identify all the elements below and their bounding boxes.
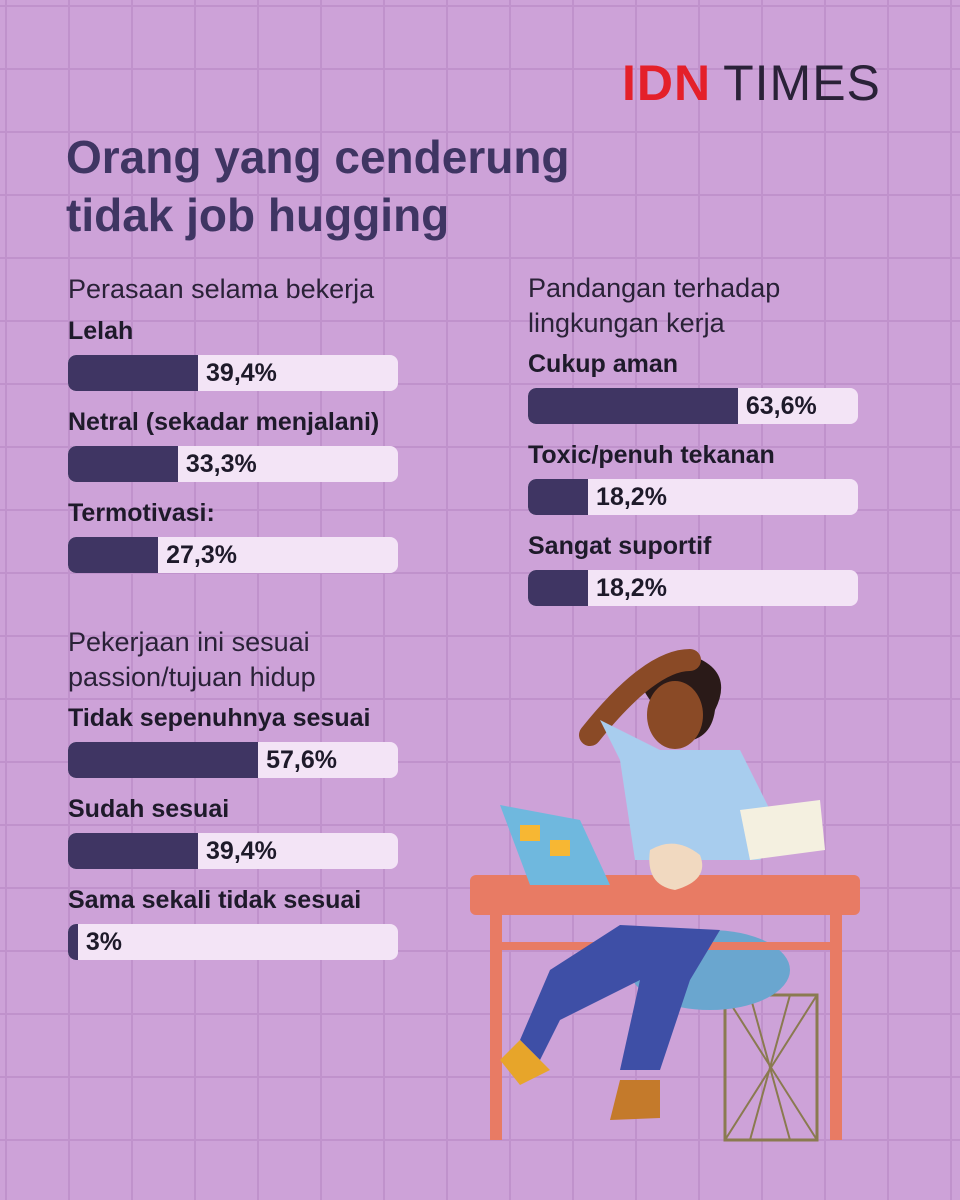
- bar: [68, 537, 159, 573]
- chart-title: Pandangan terhadap lingkungan kerja: [528, 273, 781, 338]
- value-label: 39,4%: [206, 837, 277, 865]
- chart-title: Pekerjaan ini sesuai passion/tujuan hidu…: [68, 627, 316, 692]
- category-label: Sudah sesuai: [68, 795, 230, 823]
- category-label: Toxic/penuh tekanan: [528, 441, 775, 469]
- bar-track: 39,4%: [68, 833, 398, 869]
- bar-track: 18,2%: [528, 570, 858, 606]
- bar: [68, 446, 178, 482]
- category-label: Cukup aman: [528, 350, 679, 378]
- category-label: Sangat suportif: [528, 532, 712, 560]
- value-label: 33,3%: [185, 450, 257, 478]
- brand-dark: TIMES: [723, 55, 881, 111]
- chart-title: Perasaan selama bekerja: [68, 274, 375, 304]
- illustration: [470, 649, 860, 1142]
- category-label: Tidak sepenuhnya sesuai: [68, 704, 371, 732]
- bar-track: 57,6%: [68, 742, 398, 778]
- bar: [528, 388, 738, 424]
- value-label: 18,2%: [596, 483, 667, 511]
- value-label: 18,2%: [596, 574, 667, 602]
- brand-red: IDN: [622, 55, 712, 111]
- bar-track: 33,3%: [68, 446, 398, 482]
- bar-track: 3%: [68, 924, 398, 960]
- category-label: Termotivasi:: [68, 499, 215, 527]
- bar: [68, 355, 199, 391]
- bar-track: 63,6%: [528, 388, 858, 424]
- brand-logo: IDN TIMES: [622, 54, 881, 112]
- category-label: Sama sekali tidak sesuai: [68, 886, 362, 914]
- value-label: 39,4%: [206, 359, 277, 387]
- bar: [68, 833, 199, 869]
- bar: [68, 742, 259, 778]
- category-label: Lelah: [68, 317, 134, 345]
- category-label: Netral (sekadar menjalani): [68, 408, 380, 436]
- value-label: 27,3%: [166, 541, 237, 569]
- bar-track: 18,2%: [528, 479, 858, 515]
- bar-track: 39,4%: [68, 355, 398, 391]
- bar: [528, 570, 589, 606]
- bar-track: 27,3%: [68, 537, 398, 573]
- value-label: 3%: [85, 928, 123, 956]
- value-label: 57,6%: [266, 746, 337, 774]
- bar: [68, 924, 78, 960]
- page-title: Orang yang cenderung tidak job hugging: [66, 131, 570, 241]
- value-label: 63,6%: [745, 392, 817, 420]
- bar: [528, 479, 589, 515]
